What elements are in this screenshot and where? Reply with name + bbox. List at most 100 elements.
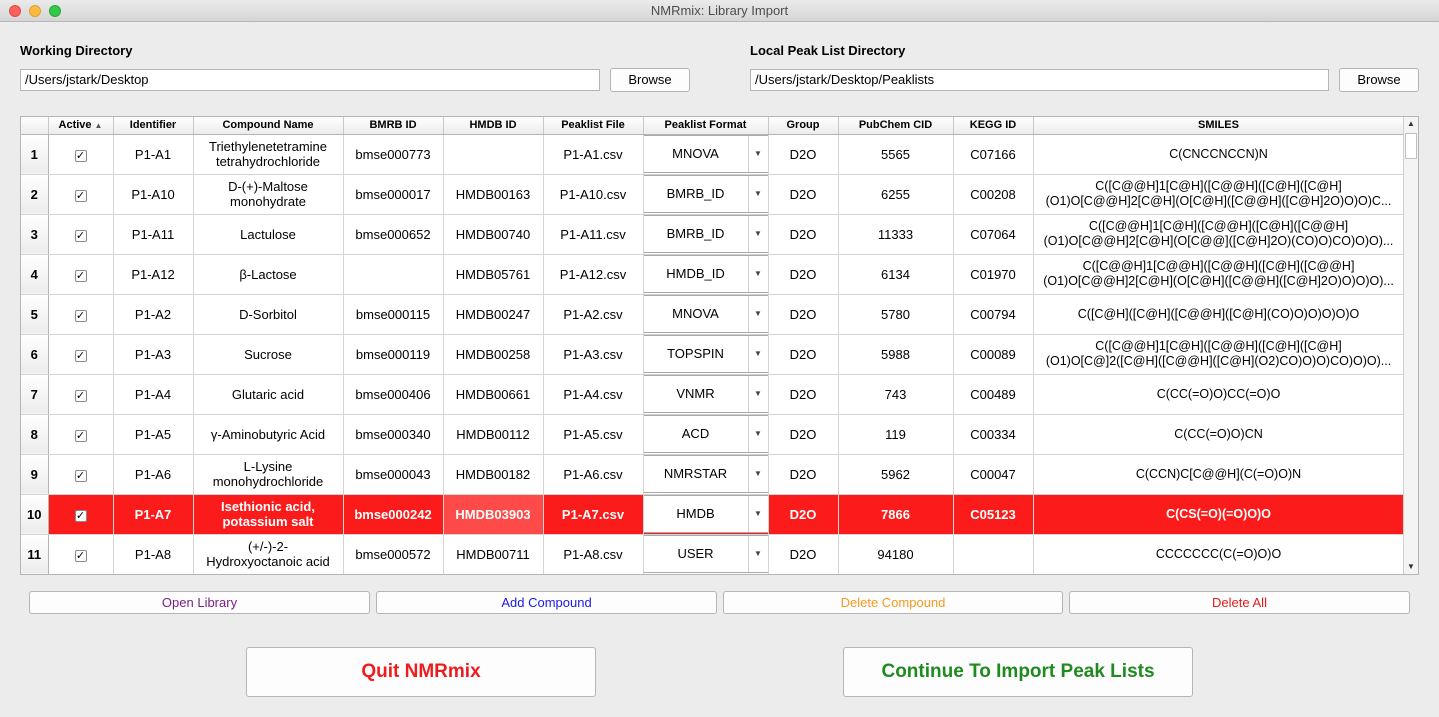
pubchem-cid-cell[interactable]: 5988: [838, 334, 954, 375]
smiles-cell[interactable]: C(CS(=O)(=O)O)O: [1033, 494, 1405, 535]
identifier-cell[interactable]: P1-A2: [113, 294, 194, 335]
table-row[interactable]: 9 ✓ P1-A6 L-Lysine monohydrochloride bmse0000…: [21, 454, 1405, 495]
row-number[interactable]: 2: [21, 174, 49, 215]
column-header-peaklist-format[interactable]: Peaklist Format: [643, 117, 769, 135]
minimize-window-button[interactable]: [29, 5, 41, 17]
active-cell[interactable]: ✓: [48, 134, 114, 175]
pubchem-cid-cell[interactable]: 6134: [838, 254, 954, 295]
row-number[interactable]: 7: [21, 374, 49, 415]
smiles-cell[interactable]: C(CC(=O)O)CC(=O)O: [1033, 374, 1405, 415]
peaklist-file-cell[interactable]: P1-A4.csv: [543, 374, 644, 415]
column-header-smiles[interactable]: SMILES: [1033, 117, 1405, 135]
table-row[interactable]: 3 ✓ P1-A11 Lactulose bmse000652 HMDB00740 P1-A…: [21, 214, 1405, 255]
chevron-down-icon[interactable]: ▼: [747, 216, 768, 252]
kegg-id-cell[interactable]: C01970: [953, 254, 1034, 295]
table-row[interactable]: 2 ✓ P1-A10 D-(+)-Maltose monohydrate bmse0000…: [21, 174, 1405, 215]
table-row[interactable]: 11 ✓ P1-A8 (+/-)-2- Hydroxyoctanoic acid bmse…: [21, 534, 1405, 574]
scroll-thumb[interactable]: [1405, 133, 1417, 159]
table-row[interactable]: 10 ✓ P1-A7 Isethionic acid, potassium salt bm…: [21, 494, 1405, 535]
row-number[interactable]: 6: [21, 334, 49, 375]
compound-name-cell[interactable]: D-(+)-Maltose monohydrate: [193, 174, 344, 215]
chevron-down-icon[interactable]: ▼: [747, 536, 768, 572]
peaklist-format-dropdown[interactable]: BMRB_ID ▼: [643, 215, 768, 253]
bmrb-id-cell[interactable]: [343, 254, 444, 295]
bmrb-id-cell[interactable]: bmse000652: [343, 214, 444, 255]
close-window-button[interactable]: [9, 5, 21, 17]
smiles-cell[interactable]: C(CC(=O)O)CN: [1033, 414, 1405, 455]
table-row[interactable]: 5 ✓ P1-A2 D-Sorbitol bmse000115 HMDB00247 P1-A…: [21, 294, 1405, 335]
identifier-cell[interactable]: P1-A3: [113, 334, 194, 375]
peaklist-format-dropdown[interactable]: TOPSPIN ▼: [643, 335, 768, 373]
bmrb-id-cell[interactable]: bmse000115: [343, 294, 444, 335]
peaklist-format-dropdown[interactable]: NMRSTAR ▼: [643, 455, 768, 493]
kegg-id-cell[interactable]: C00489: [953, 374, 1034, 415]
smiles-cell[interactable]: C([C@@H]1[C@H]([C@@H]([C@H]([C@H] (O1)O[C…: [1033, 174, 1405, 215]
column-header-peaklist-file[interactable]: Peaklist File: [543, 117, 644, 135]
identifier-cell[interactable]: P1-A5: [113, 414, 194, 455]
browse-peak-list-directory-button[interactable]: Browse: [1339, 68, 1419, 92]
row-number[interactable]: 4: [21, 254, 49, 295]
chevron-down-icon[interactable]: ▼: [747, 296, 768, 332]
peaklist-format-cell[interactable]: NMRSTAR ▼: [643, 454, 769, 495]
continue-import-button[interactable]: Continue To Import Peak Lists: [843, 647, 1193, 697]
hmdb-id-cell[interactable]: HMDB00163: [443, 174, 544, 215]
compound-name-cell[interactable]: Triethylenetetramine tetrahydrochloride: [193, 134, 344, 175]
peaklist-file-cell[interactable]: P1-A11.csv: [543, 214, 644, 255]
hmdb-id-cell[interactable]: HMDB00711: [443, 534, 544, 574]
identifier-cell[interactable]: P1-A8: [113, 534, 194, 574]
table-row[interactable]: 8 ✓ P1-A5 γ-Aminobutyric Acid bmse000340 HMDB…: [21, 414, 1405, 455]
identifier-cell[interactable]: P1-A1: [113, 134, 194, 175]
peaklist-format-cell[interactable]: TOPSPIN ▼: [643, 334, 769, 375]
kegg-id-cell[interactable]: C07064: [953, 214, 1034, 255]
column-header-kegg-id[interactable]: KEGG ID: [953, 117, 1034, 135]
peaklist-format-cell[interactable]: BMRB_ID ▼: [643, 214, 769, 255]
add-compound-button[interactable]: Add Compound: [376, 591, 717, 614]
active-checkbox[interactable]: ✓: [74, 349, 87, 362]
kegg-id-cell[interactable]: C00334: [953, 414, 1034, 455]
hmdb-id-cell[interactable]: [443, 134, 544, 175]
row-number[interactable]: 1: [21, 134, 49, 175]
group-cell[interactable]: D2O: [768, 174, 839, 215]
pubchem-cid-cell[interactable]: 94180: [838, 534, 954, 574]
kegg-id-cell[interactable]: C00047: [953, 454, 1034, 495]
chevron-down-icon[interactable]: ▼: [747, 376, 768, 412]
chevron-down-icon[interactable]: ▼: [747, 456, 768, 492]
identifier-cell[interactable]: P1-A10: [113, 174, 194, 215]
vertical-scrollbar[interactable]: ▲ ▼: [1403, 117, 1418, 574]
kegg-id-cell[interactable]: C00208: [953, 174, 1034, 215]
open-library-button[interactable]: Open Library: [29, 591, 370, 614]
hmdb-id-cell[interactable]: HMDB00112: [443, 414, 544, 455]
hmdb-id-cell[interactable]: HMDB05761: [443, 254, 544, 295]
active-checkbox[interactable]: ✓: [74, 509, 87, 522]
bmrb-id-cell[interactable]: bmse000017: [343, 174, 444, 215]
pubchem-cid-cell[interactable]: 5962: [838, 454, 954, 495]
table-row[interactable]: 1 ✓ P1-A1 Triethylenetetramine tetrahydrochl…: [21, 134, 1405, 175]
bmrb-id-cell[interactable]: bmse000242: [343, 494, 444, 535]
group-cell[interactable]: D2O: [768, 534, 839, 574]
active-checkbox[interactable]: ✓: [74, 389, 87, 402]
scroll-down-arrow-icon[interactable]: ▼: [1407, 562, 1415, 571]
active-cell[interactable]: ✓: [48, 174, 114, 215]
row-number[interactable]: 11: [21, 534, 49, 574]
smiles-cell[interactable]: C(CCN)C[C@@H](C(=O)O)N: [1033, 454, 1405, 495]
active-checkbox[interactable]: ✓: [74, 189, 87, 202]
chevron-down-icon[interactable]: ▼: [747, 336, 768, 372]
compound-name-cell[interactable]: L-Lysine monohydrochloride: [193, 454, 344, 495]
compound-name-cell[interactable]: Sucrose: [193, 334, 344, 375]
bmrb-id-cell[interactable]: bmse000773: [343, 134, 444, 175]
active-cell[interactable]: ✓: [48, 534, 114, 574]
peaklist-format-cell[interactable]: BMRB_ID ▼: [643, 174, 769, 215]
bmrb-id-cell[interactable]: bmse000119: [343, 334, 444, 375]
identifier-cell[interactable]: P1-A4: [113, 374, 194, 415]
compound-name-cell[interactable]: Lactulose: [193, 214, 344, 255]
hmdb-id-cell[interactable]: HMDB00247: [443, 294, 544, 335]
compound-name-cell[interactable]: γ-Aminobutyric Acid: [193, 414, 344, 455]
column-header-pubchem-cid[interactable]: PubChem CID: [838, 117, 954, 135]
active-checkbox[interactable]: ✓: [74, 269, 87, 282]
smiles-cell[interactable]: CCCCCCC(C(=O)O)O: [1033, 534, 1405, 574]
identifier-cell[interactable]: P1-A7: [113, 494, 194, 535]
delete-all-button[interactable]: Delete All: [1069, 591, 1410, 614]
active-cell[interactable]: ✓: [48, 294, 114, 335]
peaklist-format-cell[interactable]: ACD ▼: [643, 414, 769, 455]
column-header-identifier[interactable]: Identifier: [113, 117, 194, 135]
